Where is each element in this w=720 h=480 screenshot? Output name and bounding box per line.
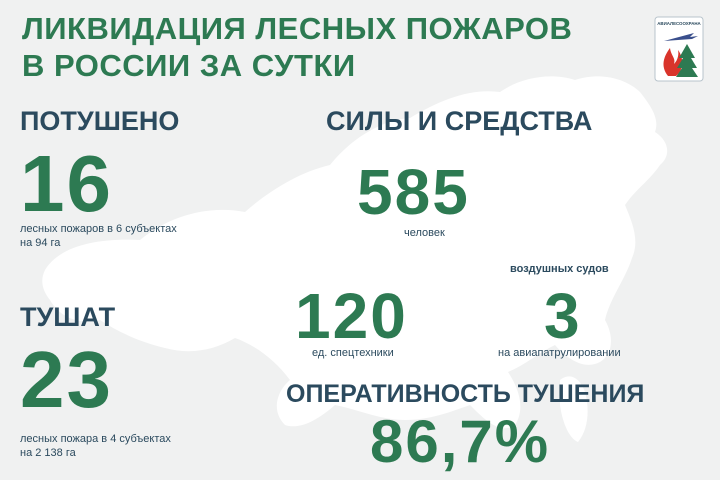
active-fires-caption: лесных пожара в 4 субъектах на 2 138 га <box>20 432 220 460</box>
aircraft-heading: воздушных судов <box>510 263 609 275</box>
forces-heading: СИЛЫ И СРЕДСТВА <box>326 106 593 136</box>
page-title: ЛИКВИДАЦИЯ ЛЕСНЫХ ПОЖАРОВ В РОССИИ ЗА СУ… <box>22 10 572 84</box>
equipment-count: 120 <box>295 280 408 352</box>
extinguished-heading: ПОТУШЕНО <box>20 106 180 136</box>
extinguished-caption: лесных пожаров в 6 субъектах на 94 га <box>20 222 220 250</box>
extinguished-caption-line-1: лесных пожаров в 6 субъектах <box>20 223 177 235</box>
active-fires-caption-line-1: лесных пожара в 4 субъектах <box>20 433 171 445</box>
logo-text: АВИАЛЕСООХРАНА <box>657 21 701 26</box>
avialesookhrana-logo: АВИАЛЕСООХРАНА <box>654 16 704 82</box>
active-fires-count: 23 <box>20 335 113 424</box>
aircraft-label: на авиапатрулировании <box>498 347 621 359</box>
equipment-label: ед. спецтехники <box>312 347 394 359</box>
efficiency-heading: ОПЕРАТИВНОСТЬ ТУШЕНИЯ <box>286 380 645 408</box>
people-count: 585 <box>357 156 470 228</box>
extinguished-caption-line-2: на 94 га <box>20 237 61 249</box>
extinguished-count: 16 <box>20 139 113 228</box>
aircraft-count: 3 <box>544 280 582 352</box>
efficiency-value: 86,7% <box>370 408 551 475</box>
active-fires-caption-line-2: на 2 138 га <box>20 447 76 459</box>
page-title-line-2: В РОССИИ ЗА СУТКИ <box>22 48 356 83</box>
people-label: человек <box>404 227 445 239</box>
page-title-line-1: ЛИКВИДАЦИЯ ЛЕСНЫХ ПОЖАРОВ <box>22 11 573 46</box>
active-fires-heading: ТУШАТ <box>20 302 116 332</box>
